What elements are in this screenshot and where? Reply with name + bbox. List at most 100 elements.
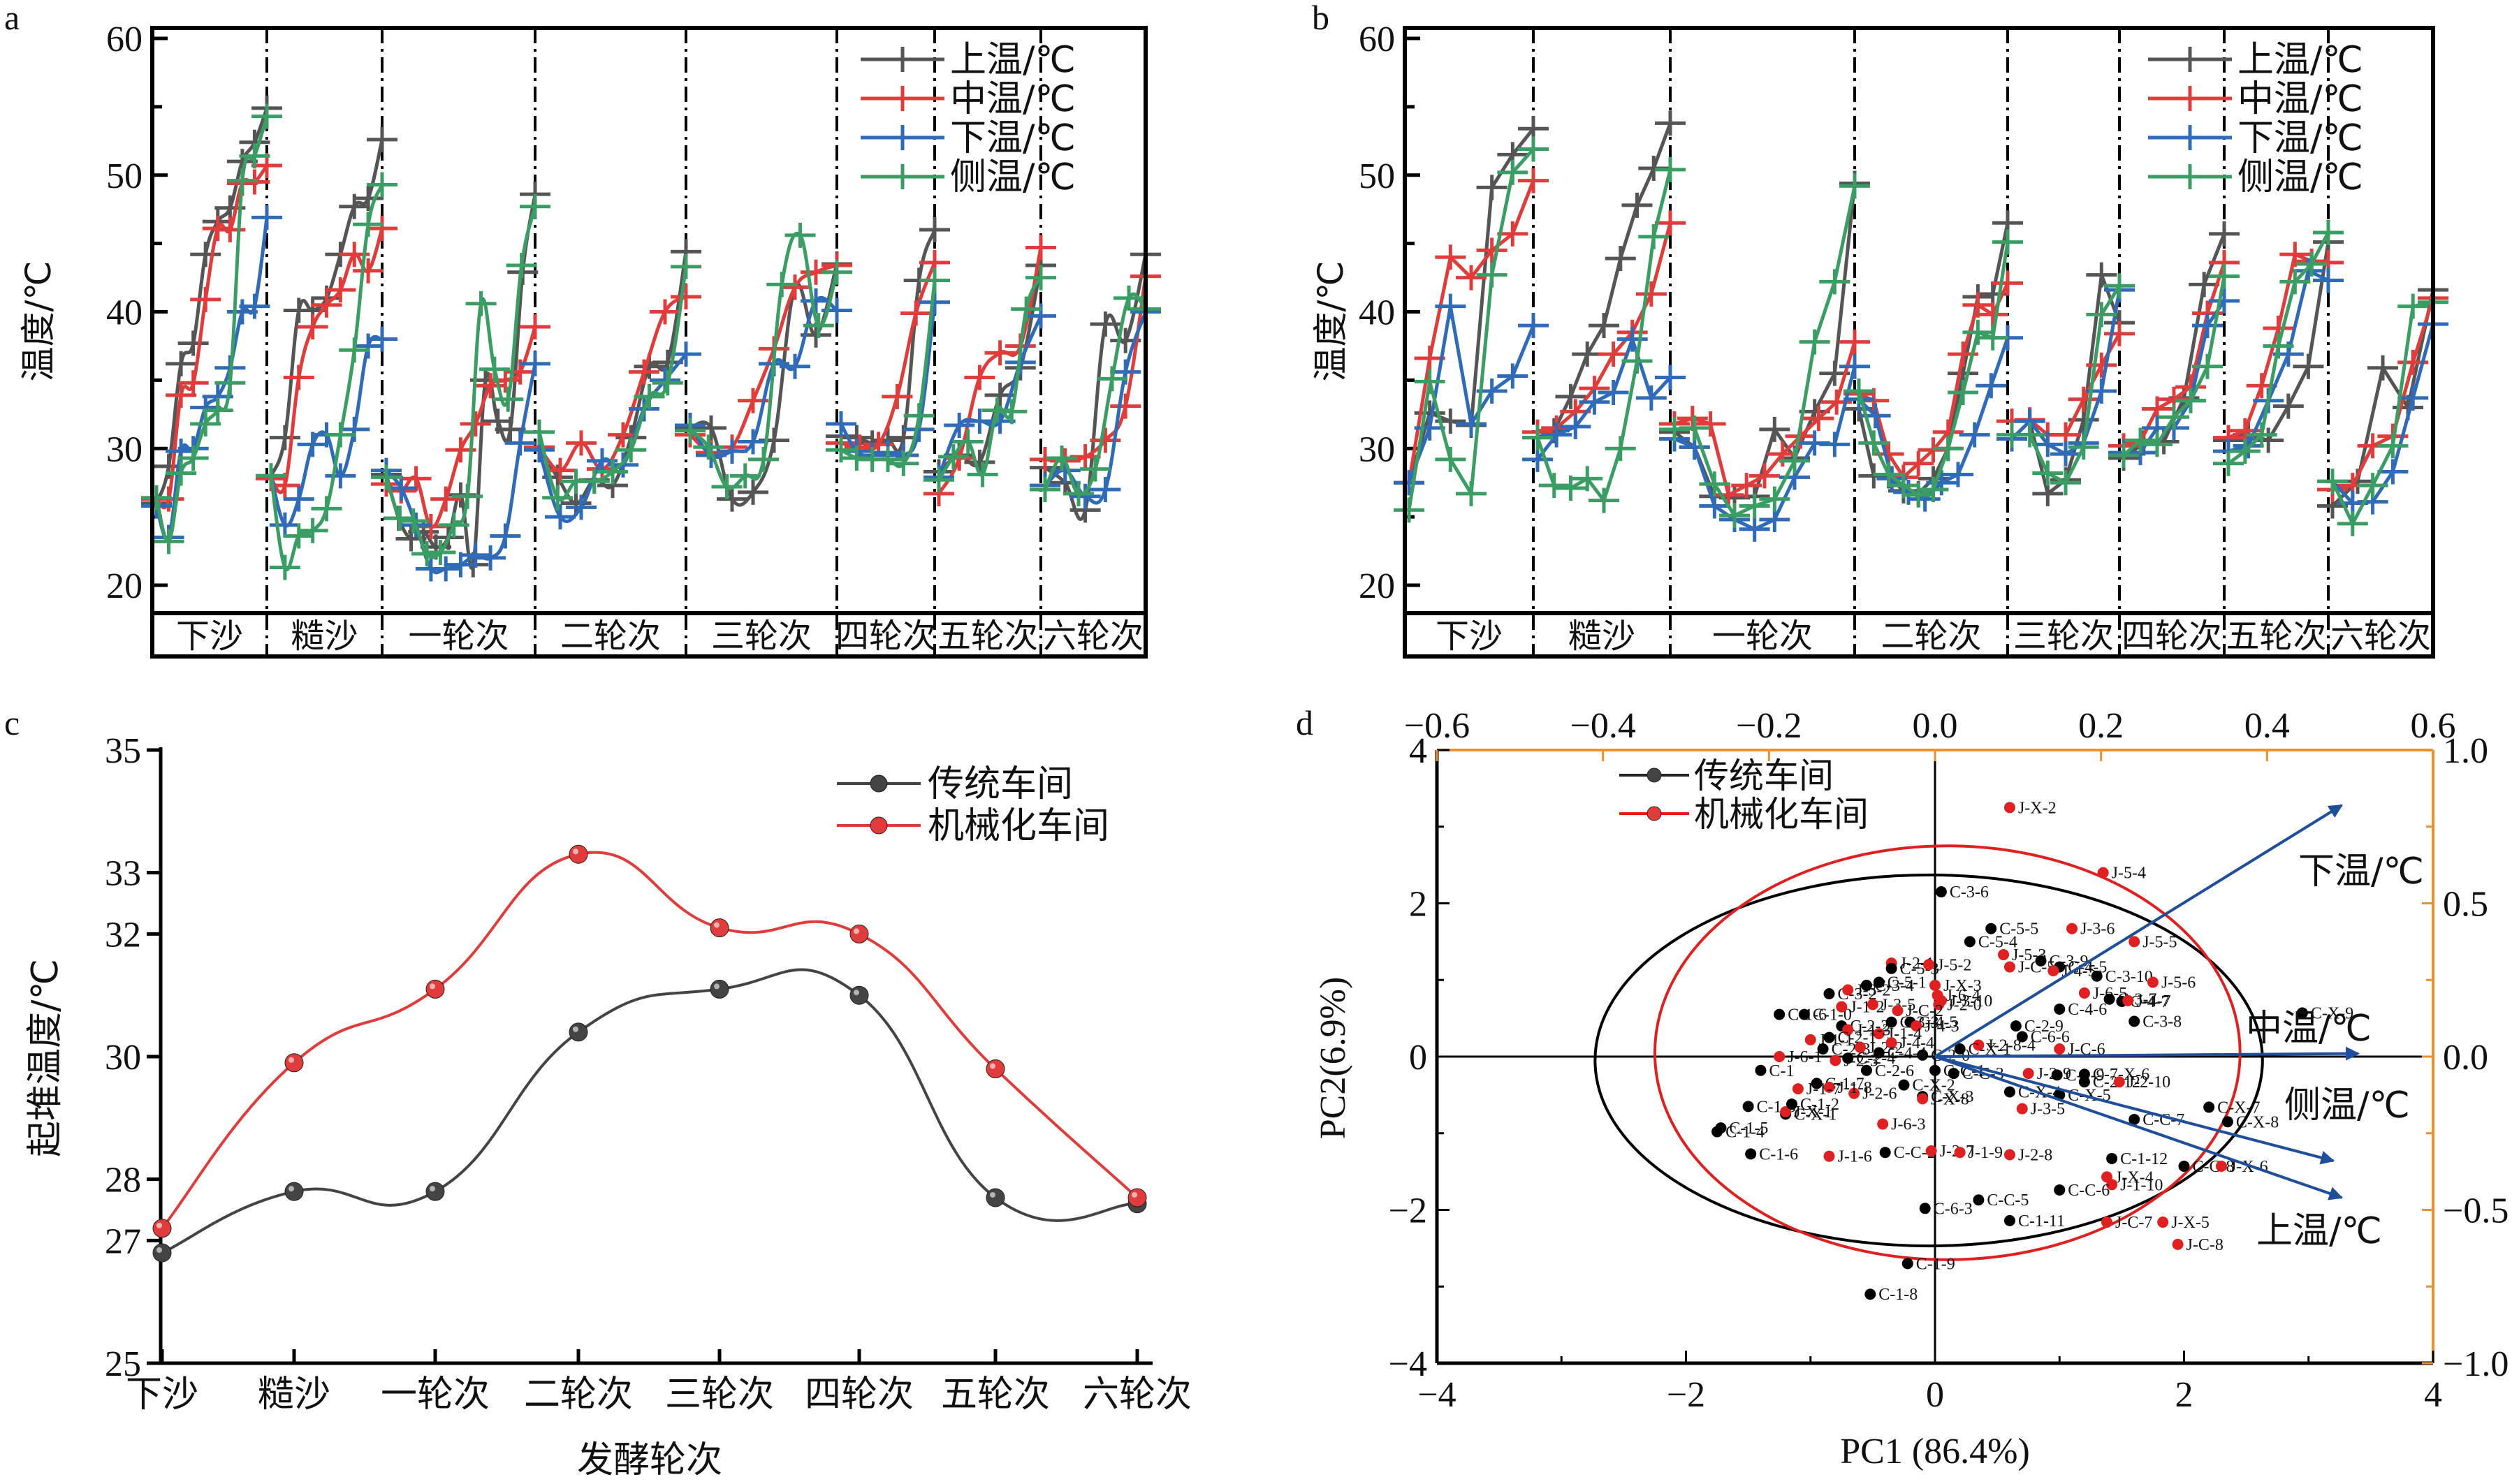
point-marker bbox=[1919, 1203, 1931, 1214]
legend-item: 机械化车间 bbox=[837, 805, 1109, 847]
data-point-marker bbox=[826, 411, 856, 437]
data-point-marker bbox=[506, 252, 537, 278]
data-point-marker bbox=[1903, 450, 1934, 476]
data-point-marker bbox=[2209, 221, 2240, 247]
data-point-marker bbox=[919, 217, 950, 243]
point-marker bbox=[2010, 1020, 2022, 1032]
score-point: C-X-8 bbox=[2221, 1113, 2279, 1131]
data-point-marker bbox=[1839, 173, 1870, 199]
point-label: C-1-8 bbox=[1878, 1286, 1918, 1304]
data-point bbox=[986, 1059, 1005, 1079]
point-label: J-1-3 bbox=[1856, 1022, 1890, 1040]
data-point-marker bbox=[1699, 471, 1730, 497]
data-point-marker bbox=[671, 341, 701, 367]
point-marker bbox=[1774, 1051, 1786, 1062]
score-point: J-1-7 bbox=[1792, 1080, 1841, 1099]
point-marker bbox=[1917, 1049, 1929, 1061]
score-point: C-3-10 bbox=[2091, 968, 2153, 986]
data-point-marker bbox=[1655, 156, 1686, 182]
score-point: J-3-5 bbox=[2016, 1101, 2065, 1119]
data-point-marker bbox=[166, 351, 197, 376]
data-point-marker bbox=[964, 365, 995, 390]
point-label: C-X-8 bbox=[2236, 1113, 2279, 1131]
legend-label: 侧温/℃ bbox=[2237, 156, 2363, 198]
data-point-marker bbox=[1803, 406, 1834, 432]
point-marker bbox=[2106, 1179, 2118, 1191]
data-point-marker bbox=[371, 464, 402, 490]
panel-d-pca-biplot: d PC2(6.9%) PC1 (86.4%) −4−4−2−2002244−0… bbox=[1296, 703, 2509, 1471]
data-point-marker bbox=[283, 365, 314, 390]
point-marker bbox=[1842, 1052, 1854, 1064]
score-point: J-1-2 bbox=[1836, 999, 1885, 1017]
data-point-marker bbox=[1476, 237, 1507, 263]
score-point: J-X-1 bbox=[1780, 1103, 1832, 1122]
point-marker bbox=[1715, 1122, 1727, 1134]
data-point-marker bbox=[269, 512, 300, 538]
panel-b-temperature-chart: b 温度/℃ 20 30 40 50 60 下沙 糙沙 一轮次 二轮次 三轮次 四轮次 五轮次 六轮次… bbox=[1310, 0, 2448, 659]
score-point: C-C-5 bbox=[1973, 1191, 2029, 1210]
score-point: C-3-9 bbox=[2035, 953, 2089, 971]
point-marker bbox=[2066, 923, 2078, 934]
loading-arrow: 中温/℃ bbox=[1934, 1008, 2372, 1061]
y-tick-label: 25 bbox=[105, 1344, 141, 1384]
point-label: C-1-6 bbox=[1759, 1145, 1798, 1163]
score-point: J-5-4 bbox=[2097, 865, 2146, 883]
data-point-marker bbox=[1873, 462, 1904, 487]
data-point-marker bbox=[671, 254, 701, 279]
data-point-marker bbox=[1572, 341, 1603, 367]
point-label: C-1-9 bbox=[1916, 1255, 1955, 1273]
panel-label-b: b bbox=[1312, 0, 1329, 37]
data-point-marker bbox=[367, 172, 397, 198]
data-point-marker bbox=[438, 512, 469, 538]
point-marker bbox=[1745, 1148, 1757, 1160]
plot-frame-b bbox=[1403, 26, 2435, 659]
data-point-marker bbox=[1943, 462, 1973, 487]
data-point-marker bbox=[1589, 487, 1619, 513]
loading-label: 下温/℃ bbox=[2298, 851, 2424, 892]
stage-label: 三轮次 bbox=[2013, 617, 2114, 656]
data-point-marker bbox=[2397, 293, 2429, 319]
data-point-marker bbox=[1695, 411, 1726, 437]
score-point: C-5-1 bbox=[1873, 974, 1927, 992]
confidence-ellipse bbox=[1593, 873, 2264, 1248]
point-label: C-C-8 bbox=[2193, 1158, 2235, 1176]
point-marker bbox=[2035, 955, 2047, 967]
loading-arrow: 上温/℃ bbox=[1934, 1055, 2382, 1252]
data-point-marker bbox=[1598, 379, 1629, 405]
score-point: C-1-2 bbox=[1786, 1096, 1839, 1114]
point-label: J-2-8 bbox=[2018, 1146, 2052, 1164]
data-point-marker bbox=[748, 446, 779, 472]
point-marker bbox=[2016, 1103, 2028, 1115]
data-point-marker bbox=[2086, 352, 2117, 378]
point-label: C-X-2 bbox=[1912, 1077, 1955, 1095]
data-point-marker bbox=[1779, 448, 1810, 473]
score-point: J-X-8 bbox=[1917, 1090, 1969, 1108]
data-point-marker bbox=[1731, 473, 1762, 499]
data-point-marker bbox=[1572, 466, 1603, 492]
score-point: C-5-4 bbox=[1964, 933, 2017, 951]
legend-item: 上温/℃ bbox=[861, 39, 1076, 81]
series-group-b bbox=[1394, 110, 2448, 542]
score-point: C-1-8 bbox=[1864, 1286, 1918, 1304]
stage-label: 五轮次 bbox=[937, 617, 1038, 656]
score-point: J-1-8 bbox=[1823, 1079, 1872, 1097]
stage-label: 糙沙 bbox=[291, 617, 358, 656]
data-point-marker bbox=[353, 258, 384, 284]
data-point-marker bbox=[738, 429, 768, 455]
score-point: C-6-3 bbox=[1919, 1200, 1973, 1218]
x-tick-label: 0 bbox=[1926, 1375, 1944, 1415]
data-point-marker bbox=[490, 523, 521, 549]
point-marker bbox=[1877, 1118, 1889, 1130]
data-point-highlight bbox=[854, 990, 859, 996]
data-point-marker bbox=[2068, 386, 2099, 412]
point-marker bbox=[2054, 1003, 2066, 1015]
data-point-marker bbox=[944, 412, 975, 438]
data-point-marker bbox=[190, 411, 221, 437]
legend-item: 上温/℃ bbox=[2148, 39, 2363, 81]
data-point bbox=[284, 1053, 304, 1073]
point-marker bbox=[1929, 1064, 1941, 1076]
point-marker bbox=[2221, 1116, 2233, 1128]
point-label: J-X-1 bbox=[1794, 1103, 1832, 1122]
data-point-marker bbox=[2104, 321, 2135, 346]
legend-label: 传统车间 bbox=[1694, 756, 1834, 796]
